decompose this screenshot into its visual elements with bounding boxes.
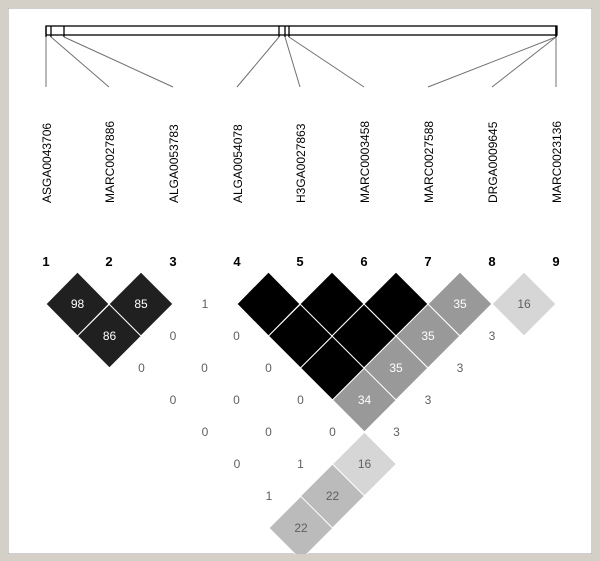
ld-cell-value: 22 bbox=[326, 489, 340, 503]
ld-cell-value: 3 bbox=[489, 329, 496, 343]
marker-index: 2 bbox=[105, 254, 112, 269]
marker-index: 1 bbox=[42, 254, 49, 269]
marker-label: H3GA0027863 bbox=[294, 123, 308, 203]
ld-cell-value: 85 bbox=[134, 297, 148, 311]
marker-index: 3 bbox=[169, 254, 176, 269]
connector-line bbox=[288, 36, 365, 88]
ld-cell-value: 1 bbox=[202, 297, 209, 311]
marker-label: ALGA0053783 bbox=[167, 124, 181, 203]
ld-cell bbox=[491, 271, 557, 337]
ld-cell-value: 0 bbox=[297, 393, 304, 407]
ld-cell-value: 0 bbox=[265, 361, 272, 375]
marker-label: ALGA0054078 bbox=[231, 124, 245, 203]
marker-label: MARC0003458 bbox=[358, 121, 372, 203]
connector-line bbox=[50, 36, 110, 88]
ld-cell-value: 0 bbox=[329, 425, 336, 439]
ld-cell-value: 98 bbox=[71, 297, 85, 311]
ld-cell-value: 0 bbox=[233, 329, 240, 343]
ld-cell-value: 35 bbox=[389, 361, 403, 375]
marker-index: 4 bbox=[233, 254, 241, 269]
ld-cell-value: 0 bbox=[234, 457, 241, 471]
ld-cell-value: 86 bbox=[103, 329, 117, 343]
ld-cell-value: 0 bbox=[170, 393, 177, 407]
marker-label: MARC0027588 bbox=[422, 121, 436, 203]
ld-cell-value: 3 bbox=[425, 393, 432, 407]
ld-cell-value: 35 bbox=[453, 297, 467, 311]
marker-label: ASGA0043706 bbox=[40, 123, 54, 203]
chromosome-bar bbox=[45, 25, 558, 36]
ld-cell-value: 3 bbox=[457, 361, 464, 375]
marker-label: MARC0023136 bbox=[550, 121, 564, 203]
ld-cell-value: 35 bbox=[421, 329, 435, 343]
ld-plot-panel: ASGA0043706 MARC0027886 ALGA0053783 ALGA005… bbox=[8, 8, 592, 554]
ld-cell-value: 1 bbox=[297, 457, 304, 471]
ld-cells: 98 86 0 0 0 0 1 22 85 0 0 0 0 1 22 1 0 0 0 0 16 34 3 35 3 35 3 35 3 1… bbox=[45, 271, 557, 554]
ld-cell-value: 1 bbox=[266, 489, 273, 503]
ld-cell-value: 16 bbox=[517, 297, 531, 311]
marker-label: DRGA0009645 bbox=[486, 121, 500, 203]
marker-index: 6 bbox=[360, 254, 367, 269]
marker-indices: 1 2 3 4 5 6 7 8 9 bbox=[42, 254, 559, 269]
ld-cell-value: 3 bbox=[393, 425, 400, 439]
connector-line bbox=[63, 36, 174, 88]
connector-line bbox=[491, 36, 557, 88]
marker-connector-lines bbox=[45, 36, 557, 88]
ld-cell-value: 0 bbox=[202, 425, 209, 439]
ld-cell-value: 0 bbox=[138, 361, 145, 375]
connector-line bbox=[236, 36, 280, 88]
marker-position-ticks bbox=[45, 26, 557, 37]
marker-label: MARC0027886 bbox=[103, 121, 117, 203]
ld-cell-value: 22 bbox=[294, 521, 308, 535]
ld-cell-value: 0 bbox=[170, 329, 177, 343]
ld-cell-value: 0 bbox=[233, 393, 240, 407]
marker-index: 7 bbox=[424, 254, 431, 269]
marker-index: 9 bbox=[552, 254, 559, 269]
marker-labels: ASGA0043706 MARC0027886 ALGA0053783 ALGA005… bbox=[40, 121, 564, 203]
marker-index: 5 bbox=[296, 254, 303, 269]
ld-cell-value: 0 bbox=[201, 361, 208, 375]
ld-cell-value: 16 bbox=[358, 457, 372, 471]
connector-line bbox=[284, 36, 301, 88]
ld-cell-value: 34 bbox=[358, 393, 372, 407]
marker-index: 8 bbox=[488, 254, 495, 269]
connector-line bbox=[427, 36, 557, 88]
ld-cell-value: 0 bbox=[265, 425, 272, 439]
